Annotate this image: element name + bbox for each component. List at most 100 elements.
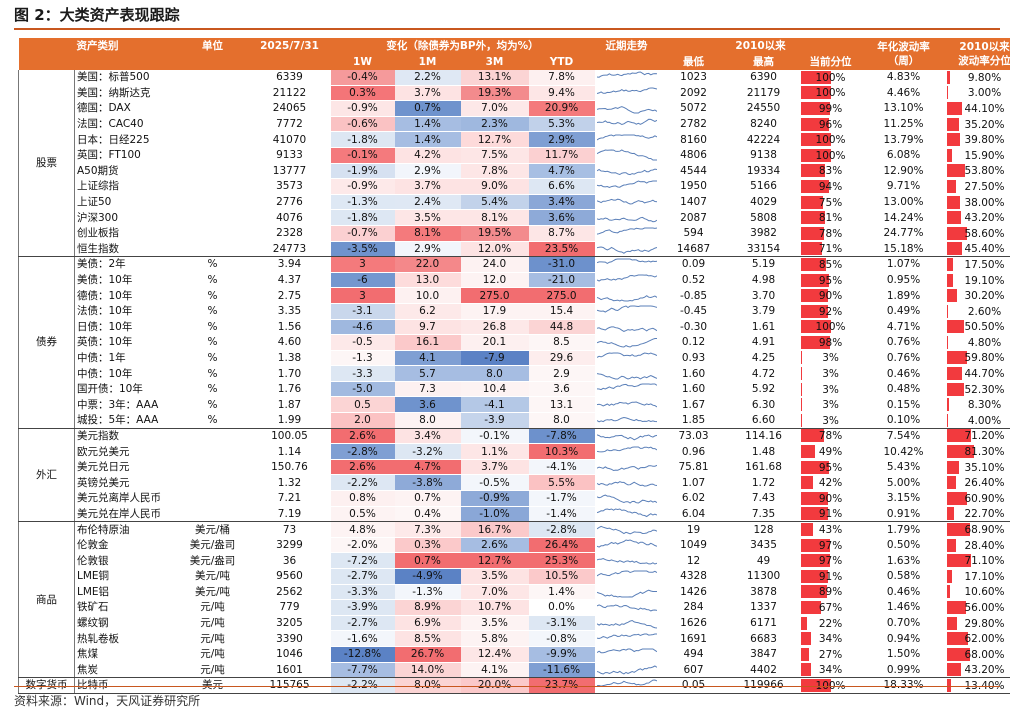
vol-percentile: 27.50% [944, 178, 1010, 195]
vol-percentile-text: 39.80% [964, 134, 1005, 147]
header-pct: 当前分位 [798, 54, 863, 70]
table-row: LME铜 美元/吨 9560 -2.7% -4.9% 3.5% 10.5% 4328 11300… [19, 568, 1010, 585]
unit-cell [176, 131, 249, 148]
table-row: 美元兑离岸人民币 7.21 0.8% 0.7% -0.9% -1.7% 6.02 7.43 90… [19, 490, 1010, 507]
current-percentile-bar [800, 398, 802, 412]
sparkline [594, 131, 659, 148]
annual-vol: 1.07% [862, 256, 945, 273]
vol-percentile-bar [946, 351, 967, 365]
change-3m: 7.5% [460, 147, 529, 164]
change-1m: 0.4% [394, 506, 461, 523]
vol-percentile-bar [946, 569, 953, 583]
asset-name: 英债：10年 [74, 334, 177, 351]
latest-value: 3.35 [248, 303, 331, 320]
change-1w: 0.8% [330, 490, 395, 507]
change-1m: 3.6 [394, 396, 461, 414]
low-2010: 494 [658, 646, 729, 663]
vol-percentile-text: 8.30% [967, 399, 1002, 412]
high-2010: 1.61 [728, 319, 799, 336]
vol-percentile-bar [946, 445, 975, 459]
current-percentile-bar [800, 133, 831, 147]
latest-value: 3299 [248, 537, 331, 554]
current-percentile: 97% [798, 552, 863, 569]
vol-percentile-text: 52.30% [964, 383, 1005, 396]
change-1w: -7.7% [330, 662, 395, 679]
current-percentile-bar [800, 616, 808, 630]
low-2010: 4806 [658, 147, 729, 164]
change-ytd: 23.7% [528, 677, 595, 694]
current-percentile: 91% [798, 506, 863, 523]
source-note: 资料来源：Wind，天风证券研究所 [14, 694, 201, 708]
current-percentile-text: 83% [818, 165, 843, 178]
vol-percentile-text: 68.00% [964, 648, 1005, 661]
vol-percentile-bar [946, 257, 953, 271]
high-2010: 7.43 [728, 490, 799, 507]
annual-vol: 11.25% [862, 116, 945, 133]
current-percentile-bar [800, 429, 824, 443]
sparkline [594, 630, 659, 647]
vol-percentile-bar [946, 226, 967, 240]
current-percentile-text: 3% [822, 399, 839, 412]
vol-percentile-text: 62.00% [964, 633, 1005, 646]
current-percentile-bar [800, 101, 831, 115]
sparkline [594, 537, 659, 554]
header-ytd: YTD [528, 54, 595, 70]
low-2010: 1626 [658, 615, 729, 632]
annual-vol: 13.00% [862, 194, 945, 211]
unit-cell: % [176, 381, 249, 398]
vol-percentile-bar [946, 101, 962, 115]
bottom-rule [14, 686, 1000, 687]
asset-name: 美元兑在岸人民币 [74, 506, 177, 523]
header-since2010: 2010以来 [658, 38, 863, 54]
high-2010: 11300 [728, 568, 799, 585]
annual-vol: 4.46% [862, 85, 945, 102]
vol-percentile-text: 17.10% [964, 570, 1005, 583]
asset-name: 法债：10年 [74, 303, 177, 320]
current-percentile-bar [800, 148, 831, 162]
table-row: 日债：10年% 1.56 -4.6 9.7 26.8 44.8 -0.30 1.61 100% 4… [19, 319, 1010, 336]
asset-name: LME铝 [74, 584, 177, 601]
change-3m: -1.0% [460, 506, 529, 523]
current-percentile: 43% [798, 521, 863, 538]
change-3m: 13.1% [460, 70, 529, 86]
vol-percentile-bar [946, 460, 959, 474]
change-1w: 2.0 [330, 412, 395, 429]
vol-percentile-bar [946, 164, 965, 178]
table-row: 沪深300 4076 -1.8% 3.5% 8.1% 3.6% 2087 5808 81% 14.… [19, 209, 1010, 226]
category-label: 债券 [18, 256, 75, 429]
annual-vol: 0.46% [862, 365, 945, 382]
low-2010: -0.30 [658, 319, 729, 336]
vol-percentile-text: 17.50% [964, 258, 1005, 271]
table-row: 伦敦金 美元/盎司 3299 -2.0% 0.3% 2.6% 26.4% 1049 3435 97… [19, 537, 1010, 554]
asset-name: 中票：3年：AAA [74, 396, 177, 414]
change-1w: 2.6% [330, 459, 395, 476]
change-1m: 0.3% [394, 537, 461, 554]
asset-name: 焦煤 [74, 646, 177, 663]
latest-value: 1046 [248, 646, 331, 663]
change-1w: -3.1 [330, 303, 395, 320]
annual-vol: 0.94% [862, 630, 945, 647]
current-percentile: 49% [798, 443, 863, 460]
current-percentile-text: 67% [818, 601, 843, 614]
asset-name: 国开债：10年 [74, 381, 177, 398]
change-1w: -5.0 [330, 381, 395, 398]
vol-percentile: 52.30% [944, 381, 1010, 398]
high-2010: 6683 [728, 630, 799, 647]
vol-percentile: 53.80% [944, 163, 1010, 180]
latest-value: 1.38 [248, 350, 331, 367]
sparkline [594, 287, 659, 304]
low-2010: 1950 [658, 178, 729, 195]
high-2010: 161.68 [728, 459, 799, 476]
table-row: 上证50 2776 -1.3% 2.4% 5.4% 3.4% 1407 4029 75% 13.0… [19, 194, 1010, 211]
annual-vol: 0.46% [862, 584, 945, 601]
vol-percentile-bar [946, 195, 960, 209]
current-percentile-bar [800, 179, 829, 193]
current-percentile-bar [800, 554, 830, 568]
high-2010: 3.70 [728, 287, 799, 304]
high-2010: 5.19 [728, 256, 799, 273]
latest-value: 1.14 [248, 443, 331, 460]
unit-cell: % [176, 256, 249, 273]
annual-vol: 1.63% [862, 552, 945, 569]
annual-vol: 0.76% [862, 350, 945, 367]
vol-percentile: 45.40% [944, 241, 1010, 258]
